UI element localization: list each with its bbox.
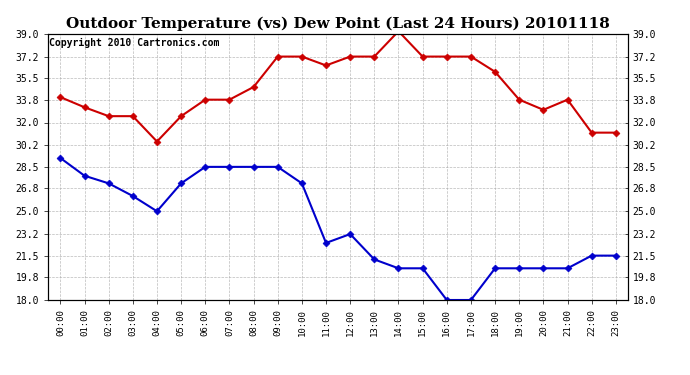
Text: Copyright 2010 Cartronics.com: Copyright 2010 Cartronics.com xyxy=(50,38,220,48)
Title: Outdoor Temperature (vs) Dew Point (Last 24 Hours) 20101118: Outdoor Temperature (vs) Dew Point (Last… xyxy=(66,17,610,31)
